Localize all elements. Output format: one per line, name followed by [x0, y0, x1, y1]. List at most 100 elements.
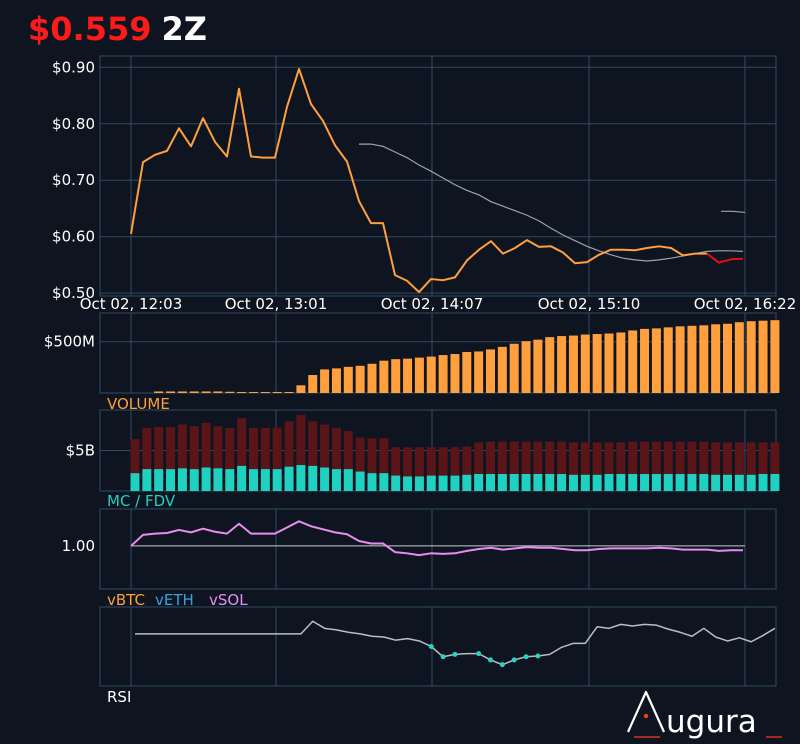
volume-bar: [746, 321, 756, 393]
mc-bar: [367, 473, 377, 491]
mc-bar: [640, 473, 650, 491]
mc-bar: [580, 474, 590, 491]
fdv-bar: [201, 422, 211, 491]
fdv-bar: [711, 442, 721, 491]
volume-bar: [533, 339, 543, 393]
panel-border: [99, 508, 777, 590]
mc-bar: [486, 473, 495, 491]
fdv-bar: [651, 441, 661, 491]
fdv-bar: [379, 438, 389, 491]
volume-bar: [355, 365, 365, 393]
mc-bar: [758, 473, 768, 491]
mc-bar: [699, 473, 709, 491]
mc-bar: [497, 473, 507, 491]
volume-y-tick-label: $500M: [44, 333, 95, 351]
volume-bar: [414, 357, 424, 393]
volume-bar: [225, 391, 235, 393]
price-line-recent: [706, 252, 744, 264]
price-x-tick-label: Oct 02, 13:01: [225, 295, 328, 313]
fdv-bar: [628, 441, 638, 491]
mc-bar: [770, 473, 780, 491]
ticker-symbol: 2Z: [161, 10, 207, 48]
mc-fdv-label: MC / FDV: [107, 492, 176, 510]
rsi-oversold-dot: [452, 651, 458, 657]
fdv-bar: [225, 427, 235, 491]
rsi-oversold-dot: [499, 662, 505, 668]
fdv-bar: [213, 426, 223, 491]
mc-bar: [474, 473, 484, 491]
vsol-label: vSOL: [209, 591, 248, 609]
volume-bar: [189, 391, 199, 393]
price-y-tick-label: $0.90: [52, 58, 95, 76]
volume-bar: [249, 391, 258, 393]
volume-bar: [213, 391, 223, 393]
fdv-bar: [509, 441, 519, 491]
fdv-bar: [687, 441, 697, 491]
fdv-bar: [734, 442, 744, 491]
mc-bar: [355, 471, 365, 491]
fdv-bar: [545, 441, 555, 491]
mc-bar: [746, 474, 756, 491]
volume-bar: [770, 320, 780, 393]
fdv-bar: [746, 442, 756, 491]
volume-bar: [177, 391, 187, 393]
volume-bar: [486, 349, 495, 393]
mc-bar: [166, 469, 176, 491]
volume-bar: [521, 341, 531, 393]
fdv-bar: [604, 442, 614, 491]
volume-bar: [272, 391, 282, 393]
fdv-bar: [320, 424, 330, 491]
mc-bar: [604, 473, 614, 491]
volume-bar: [687, 325, 697, 393]
price-panel: $0.50 $0.60 $0.70 $0.80 $0.90 Oct 02, 12:03 Oc…: [52, 55, 796, 313]
volume-bar: [651, 328, 661, 393]
mc-bar: [177, 468, 187, 491]
fdv-bar: [414, 447, 424, 491]
mc-bar: [225, 469, 235, 491]
volume-bar: [237, 391, 247, 393]
mc-bar: [308, 465, 318, 491]
volume-bar: [758, 320, 768, 393]
mc-bar: [426, 475, 436, 491]
mc-bar: [403, 476, 413, 491]
fdv-bar: [486, 441, 495, 491]
mc-bar: [592, 474, 602, 491]
mc-bar: [414, 476, 424, 491]
fdv-bar: [521, 441, 531, 491]
mc-bar: [521, 473, 531, 491]
fdv-bar: [640, 441, 650, 491]
fdv-bar: [142, 427, 152, 491]
fdv-bar: [426, 447, 436, 491]
vsol-y-tick-label: 1.00: [62, 537, 95, 555]
volume-bar: [640, 328, 650, 393]
volume-bar: [711, 324, 721, 393]
volume-label: VOLUME: [107, 395, 170, 413]
volume-bar: [343, 366, 353, 393]
augura-logo: ugura: [626, 690, 782, 740]
fdv-bar: [331, 427, 341, 491]
volume-bar: [367, 363, 377, 393]
volume-bar: [675, 326, 685, 393]
volume-bar: [616, 332, 626, 393]
fdv-bar: [663, 441, 673, 491]
fdv-bar: [260, 427, 270, 491]
volume-bar: [426, 356, 436, 393]
panel-border: [99, 55, 777, 297]
fdv-bar: [723, 442, 732, 491]
mc-bar: [154, 469, 164, 491]
volume-bar: [509, 343, 519, 393]
fdv-bar: [367, 438, 377, 491]
mc-bar: [213, 468, 223, 491]
price-x-tick-label: Oct 02, 12:03: [80, 295, 183, 313]
fdv-bar: [758, 442, 768, 491]
fdv-bar: [343, 431, 353, 491]
fdv-bar: [438, 447, 448, 491]
fdv-bar: [296, 414, 306, 491]
rsi-oversold-dot: [511, 657, 517, 663]
moving-average-tail: [721, 210, 746, 214]
panel-border: [99, 606, 777, 687]
rsi-oversold-dot: [476, 651, 482, 657]
mc-bar: [343, 469, 353, 491]
rsi-label: RSI: [107, 688, 131, 706]
price-y-tick-label: $0.60: [52, 228, 95, 246]
